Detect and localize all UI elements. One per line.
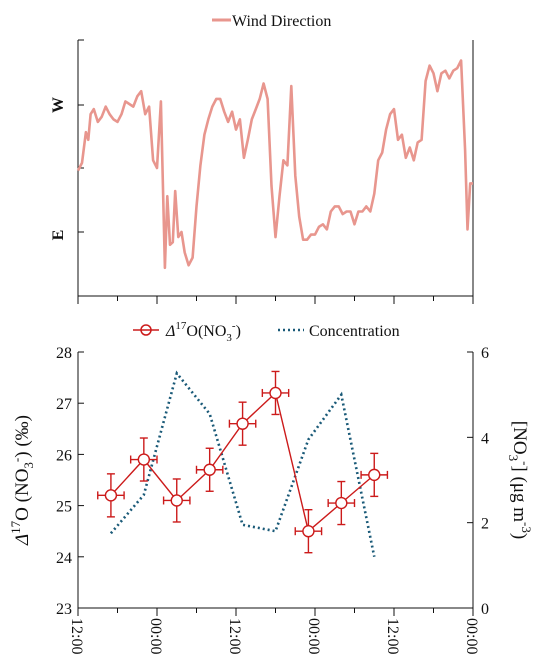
- left-y-tick-label: 25: [56, 499, 72, 516]
- left-y-tick-label: 27: [56, 396, 72, 413]
- delta17o-marker: [335, 496, 348, 510]
- wind-legend-label: Wind Direction: [232, 13, 331, 30]
- delta17o-point: [195, 447, 224, 492]
- bottom-x-tick-label: 12:00: [384, 618, 401, 654]
- delta17o-point: [294, 508, 323, 554]
- bottom-x-tick-label: 00:00: [305, 618, 322, 654]
- left-y-tick-label: 24: [56, 550, 72, 567]
- delta17o-point: [129, 437, 158, 482]
- concentration-legend-label: Concentration: [309, 323, 400, 340]
- delta-legend-label: Δ17O(NO3-): [165, 320, 241, 344]
- left-y-tick-label: 28: [56, 345, 72, 362]
- delta17o-marker: [269, 386, 282, 400]
- right-y-tick-label: 4: [481, 430, 489, 447]
- delta17o-marker: [137, 453, 151, 466]
- concentration-line: [109, 370, 376, 558]
- wind-direction-panel: Wind Direction W E: [50, 13, 474, 304]
- left-y-tick-label: 26: [56, 447, 72, 464]
- bottom-x-tick-label: 00:00: [463, 618, 480, 654]
- delta17o-marker: [368, 468, 381, 482]
- delta17o-point: [360, 452, 389, 498]
- right-y-tick-label: 0: [481, 601, 489, 618]
- delta17o-point: [228, 401, 257, 446]
- bottom-x-tick-label: 12:00: [68, 618, 85, 654]
- delta-legend-marker: [140, 324, 152, 336]
- wind-y-tick-label-e: E: [50, 230, 67, 241]
- concentration-series: [109, 370, 376, 558]
- right-axis-title: [NO3-] (μg m-3): [506, 421, 533, 539]
- delta17o-marker: [302, 525, 315, 538]
- left-y-tick-label: 23: [56, 601, 72, 618]
- delta17o-point: [97, 473, 125, 518]
- bottom-x-tick-label: 12:00: [226, 618, 243, 654]
- right-y-tick-label: 2: [481, 516, 489, 533]
- delta17o-marker: [170, 494, 183, 507]
- delta17o-marker: [104, 489, 118, 502]
- delta17o-point: [327, 480, 356, 526]
- delta17o-point: [261, 370, 290, 416]
- left-axis-title: Δ17O (NO3-) (‰): [8, 415, 36, 546]
- bottom-x-ticks: 12:00 00:00 12:00 00:00 12:00 00:00: [68, 608, 480, 654]
- right-y-tick-label: 6: [481, 345, 489, 362]
- wind-x-ticks: [77, 296, 474, 304]
- left-y-ticks: 23 24 25 26 27 28: [56, 345, 84, 618]
- wind-direction-line: [76, 59, 473, 270]
- delta17o-point: [162, 478, 191, 523]
- right-y-ticks: 0 2 4 6: [467, 345, 489, 618]
- bottom-x-tick-label: 00:00: [147, 618, 164, 654]
- delta17o-marker: [236, 417, 249, 430]
- delta17o-marker: [203, 463, 216, 476]
- wind-y-tick-label-w: W: [50, 97, 67, 113]
- delta17o-series: [97, 370, 389, 554]
